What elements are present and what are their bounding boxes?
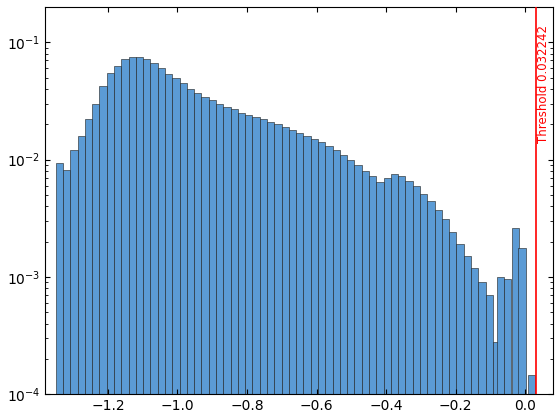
Bar <box>151 63 158 420</box>
Bar <box>122 59 129 420</box>
Bar <box>362 171 369 420</box>
Bar <box>223 107 231 420</box>
Bar <box>85 119 92 420</box>
Bar <box>369 176 376 420</box>
Bar <box>318 142 325 420</box>
Bar <box>456 244 464 420</box>
Bar <box>493 342 500 420</box>
Bar <box>304 136 311 420</box>
Bar <box>158 68 165 420</box>
Bar <box>253 117 260 420</box>
Bar <box>78 136 85 420</box>
Bar <box>187 89 194 420</box>
Bar <box>71 150 78 420</box>
Bar <box>209 100 216 420</box>
Bar <box>282 127 289 420</box>
Bar <box>274 124 282 420</box>
Bar <box>194 93 202 420</box>
Bar <box>333 150 340 420</box>
Text: Threshold 0.032242: Threshold 0.032242 <box>538 25 550 143</box>
Bar <box>398 176 405 420</box>
Bar <box>486 295 493 420</box>
Bar <box>231 109 238 420</box>
Bar <box>216 104 223 420</box>
Bar <box>464 256 471 420</box>
Bar <box>296 133 304 420</box>
Bar <box>376 182 384 420</box>
Bar <box>289 130 296 420</box>
Bar <box>311 139 318 420</box>
Bar <box>340 155 347 420</box>
Bar <box>114 66 122 420</box>
Bar <box>92 104 100 420</box>
Bar <box>172 78 180 420</box>
Bar <box>478 282 486 420</box>
Bar <box>325 146 333 420</box>
Bar <box>391 174 398 420</box>
Bar <box>129 57 136 420</box>
Bar <box>528 375 535 420</box>
Bar <box>497 277 504 420</box>
Bar <box>442 219 449 420</box>
Bar <box>449 232 456 420</box>
Bar <box>202 97 209 420</box>
Bar <box>512 228 519 420</box>
Bar <box>100 87 107 420</box>
Bar <box>267 122 274 420</box>
Bar <box>504 279 511 420</box>
Bar <box>420 194 427 420</box>
Bar <box>245 115 253 420</box>
Bar <box>413 186 420 420</box>
Bar <box>354 165 362 420</box>
Bar <box>143 59 151 420</box>
Bar <box>107 73 114 420</box>
Bar <box>136 57 143 420</box>
Bar <box>427 202 435 420</box>
Bar <box>56 163 63 420</box>
Bar <box>238 113 245 420</box>
Bar <box>165 74 172 420</box>
Bar <box>471 268 478 420</box>
Bar <box>405 181 413 420</box>
Bar <box>63 170 71 420</box>
Bar <box>347 160 354 420</box>
Bar <box>435 210 442 420</box>
Bar <box>260 119 267 420</box>
Bar <box>180 83 187 420</box>
Bar <box>519 248 526 420</box>
Bar <box>384 178 391 420</box>
